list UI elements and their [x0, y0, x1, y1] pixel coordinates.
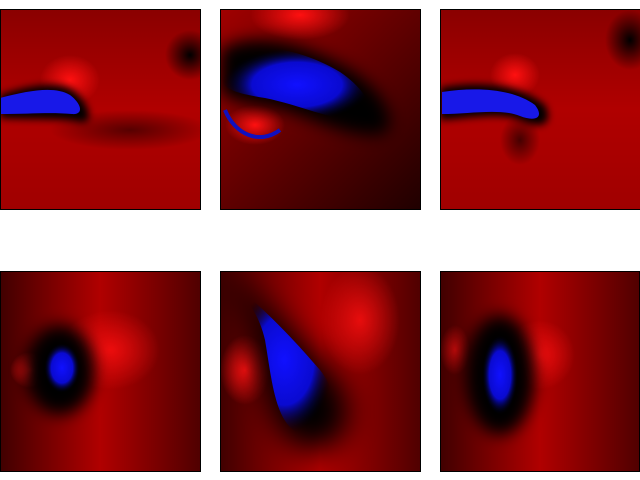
panel — [0, 9, 200, 209]
panel — [440, 9, 640, 209]
panel — [220, 9, 420, 209]
panel — [440, 271, 640, 471]
panel — [220, 271, 420, 471]
panel — [0, 271, 200, 471]
